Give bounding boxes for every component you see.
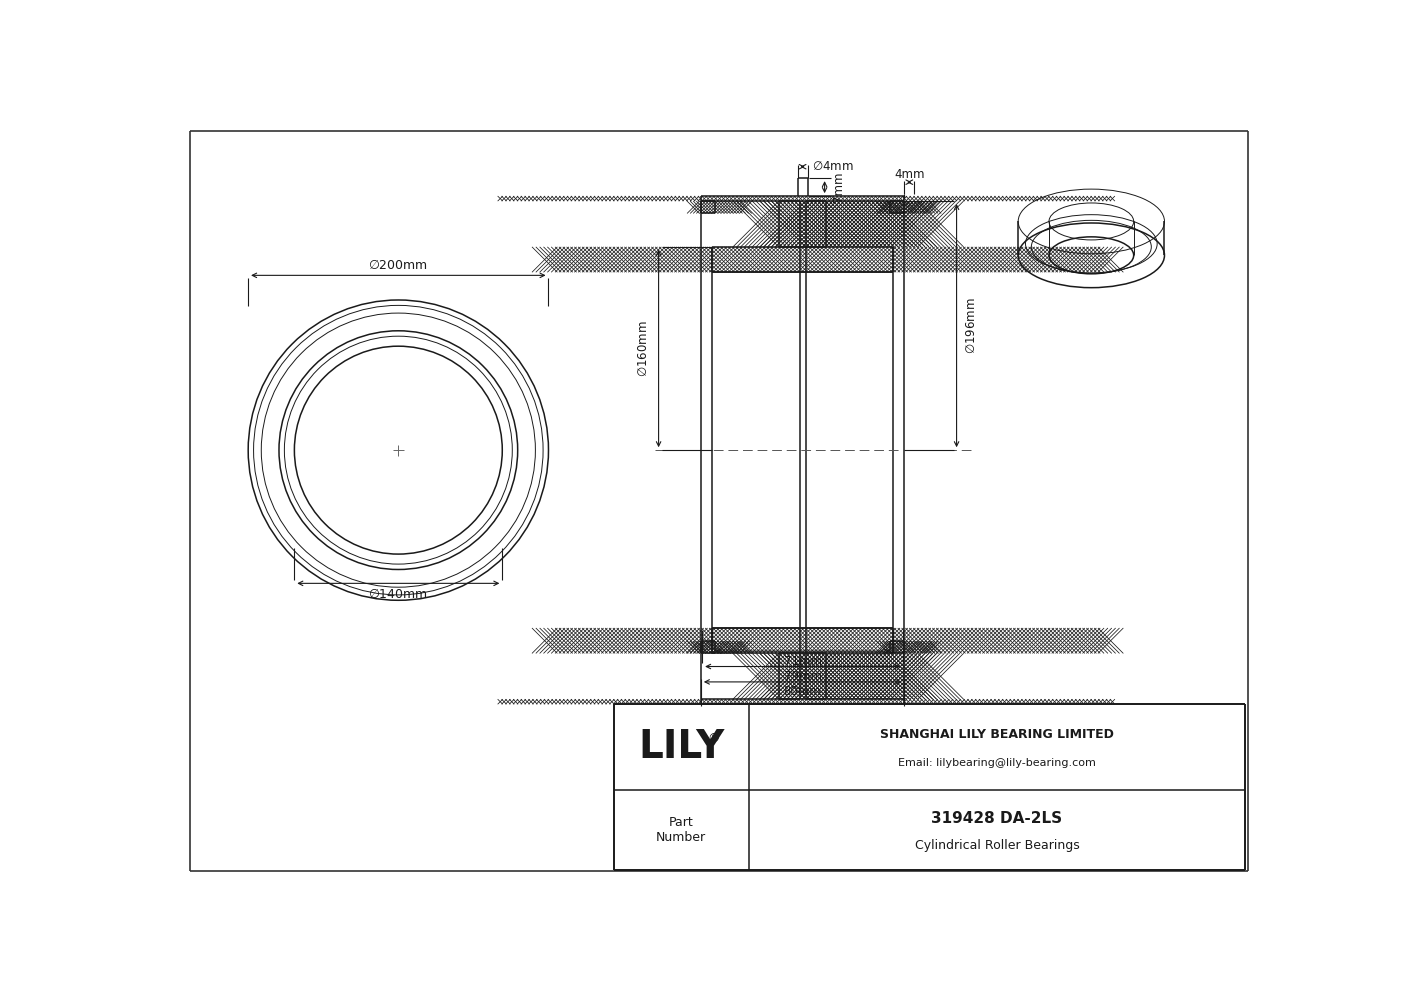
Text: 71mm: 71mm <box>784 655 822 668</box>
Text: 80mm: 80mm <box>784 685 822 698</box>
Text: LILY: LILY <box>638 728 724 767</box>
Text: $\varnothing$4mm: $\varnothing$4mm <box>812 160 854 174</box>
Text: 319428 DA-2LS: 319428 DA-2LS <box>932 810 1062 825</box>
Text: 79mm: 79mm <box>784 670 822 683</box>
Text: $\varnothing$140mm: $\varnothing$140mm <box>369 587 428 601</box>
Text: $\varnothing$160mm: $\varnothing$160mm <box>637 320 650 377</box>
Text: SHANGHAI LILY BEARING LIMITED: SHANGHAI LILY BEARING LIMITED <box>880 728 1114 741</box>
Text: Cylindrical Roller Bearings: Cylindrical Roller Bearings <box>915 839 1079 852</box>
Text: 7mm: 7mm <box>832 172 845 202</box>
Text: $\varnothing$196mm: $\varnothing$196mm <box>965 298 978 354</box>
Text: Email: lilybearing@lily-bearing.com: Email: lilybearing@lily-bearing.com <box>898 758 1096 768</box>
Text: 4mm: 4mm <box>894 168 925 181</box>
Text: ®: ® <box>707 732 720 745</box>
Text: Part
Number: Part Number <box>657 816 706 844</box>
Text: $\varnothing$200mm: $\varnothing$200mm <box>369 258 428 272</box>
